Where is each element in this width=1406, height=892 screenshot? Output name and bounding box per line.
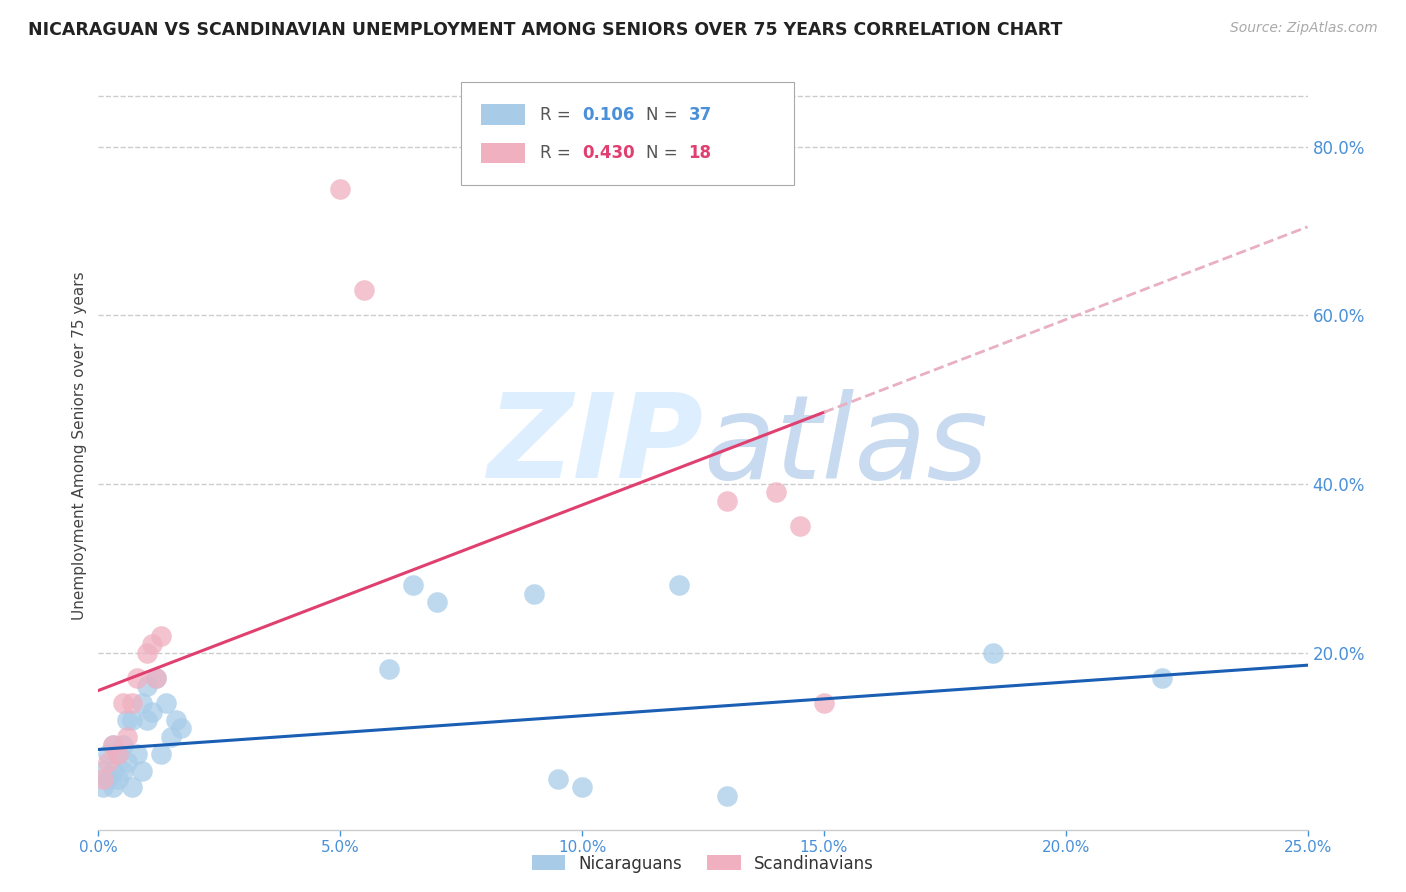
Y-axis label: Unemployment Among Seniors over 75 years: Unemployment Among Seniors over 75 years [72,272,87,620]
Point [121,696,143,710]
Point [135,646,157,660]
Point [91,764,114,778]
Point [121,780,143,795]
Point [145,671,167,685]
Text: ZIP: ZIP [486,389,703,503]
Point [117,713,139,727]
Point [101,738,124,752]
Point [329,182,352,196]
Point [716,789,738,803]
Point [107,747,129,761]
Point [353,283,375,297]
Point [111,764,134,778]
Point [981,646,1004,660]
Point [135,679,157,693]
Point [101,764,124,778]
Point [150,747,173,761]
Point [169,722,191,736]
Point [141,705,163,719]
Text: Source: ZipAtlas.com: Source: ZipAtlas.com [1230,21,1378,35]
Point [165,713,187,727]
Point [117,755,139,769]
Text: N =: N = [647,105,683,124]
Point [97,747,120,761]
Point [716,493,738,508]
Point [135,713,157,727]
Point [101,780,124,795]
FancyBboxPatch shape [461,81,793,186]
Text: 0.106: 0.106 [582,105,634,124]
FancyBboxPatch shape [481,143,526,163]
Point [668,578,690,592]
Point [145,671,167,685]
Legend: Nicaraguans, Scandinavians: Nicaraguans, Scandinavians [526,848,880,880]
Point [150,629,173,643]
Point [160,730,183,744]
Point [402,578,425,592]
Text: R =: R = [540,105,576,124]
FancyBboxPatch shape [481,104,526,125]
Text: atlas: atlas [703,389,988,503]
Point [107,747,129,761]
Point [101,738,124,752]
Point [789,519,811,533]
Text: R =: R = [540,144,576,162]
Point [377,662,399,676]
Point [813,696,835,710]
Point [131,764,153,778]
Point [765,485,787,500]
Text: 18: 18 [689,144,711,162]
Text: N =: N = [647,144,683,162]
Point [1152,671,1174,685]
Point [97,772,120,786]
Text: 37: 37 [689,105,711,124]
Point [131,696,153,710]
Point [571,780,593,795]
Point [117,730,139,744]
Point [111,696,134,710]
Point [91,780,114,795]
Point [547,772,569,786]
Point [127,671,149,685]
Point [155,696,177,710]
Point [127,747,149,761]
Text: NICARAGUAN VS SCANDINAVIAN UNEMPLOYMENT AMONG SENIORS OVER 75 YEARS CORRELATION : NICARAGUAN VS SCANDINAVIAN UNEMPLOYMENT … [28,21,1063,38]
Point [141,637,163,651]
Point [121,713,143,727]
Point [426,595,449,609]
Point [91,772,114,786]
Point [523,586,546,600]
Point [111,738,134,752]
Point [97,755,120,769]
Point [107,772,129,786]
Text: 0.430: 0.430 [582,144,634,162]
